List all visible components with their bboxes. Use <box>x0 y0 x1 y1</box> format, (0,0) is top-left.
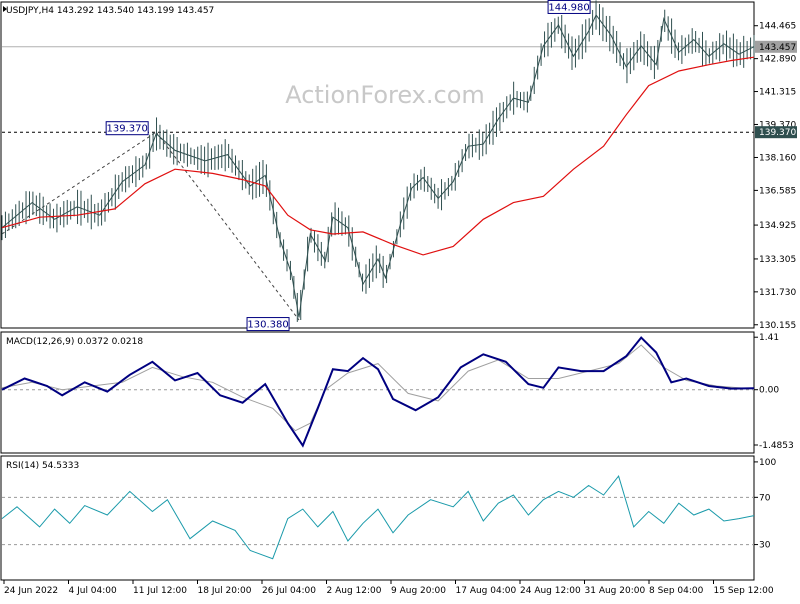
x-tick-label: 11 Jul 12:00 <box>133 586 187 596</box>
price-y-tick-label: 134.925 <box>759 221 796 231</box>
price-y-tick-label: 142.890 <box>759 55 796 65</box>
rsi-y-tick-label: 70 <box>759 493 771 503</box>
x-tick-label: 26 Jul 04:00 <box>262 586 316 596</box>
price-y-tick-label: 133.305 <box>759 255 796 265</box>
x-tick-label: 2 Aug 12:00 <box>327 586 382 596</box>
x-tick-label: 17 Aug 04:00 <box>456 586 517 596</box>
x-tick-label: 15 Sep 12:00 <box>714 586 774 596</box>
level-axis-label: 139.370 <box>759 128 796 138</box>
level-axis-label-bg <box>755 126 797 139</box>
price-y-tick-label: 144.465 <box>759 22 796 32</box>
price-panel-title: USDJPY,H4 143.292 143.540 143.199 143.45… <box>6 6 214 16</box>
symbol-arrow-icon <box>3 6 7 12</box>
rsi-panel-title: RSI(14) 54.5333 <box>6 461 79 471</box>
price-annotation-box <box>105 121 149 136</box>
price-annotation-label: 144.980 <box>548 2 589 13</box>
moving-average-line <box>1 56 755 256</box>
current-price-axis-label: 143.457 <box>759 43 796 53</box>
watermark: ActionForex.com <box>285 81 485 109</box>
rsi-y-tick-label: 30 <box>759 541 771 551</box>
price-annotation-box <box>547 0 591 14</box>
price-series-line <box>1 14 755 318</box>
price-y-tick-label: 131.730 <box>759 288 796 298</box>
price-y-tick-label: 139.370 <box>759 120 796 130</box>
x-tick-label: 24 Aug 12:00 <box>520 586 581 596</box>
x-tick-label: 8 Sep 04:00 <box>649 586 704 596</box>
x-tick-label: 9 Aug 20:00 <box>391 586 446 596</box>
x-tick-label: 24 Jun 2022 <box>4 586 58 596</box>
macd-main-line <box>1 336 755 448</box>
price-y-tick-label: 141.315 <box>759 88 796 98</box>
rsi-y-tick-label: 100 <box>759 458 776 468</box>
x-tick-label: 18 Jul 20:00 <box>198 586 252 596</box>
macd-panel-title: MACD(12,26,9) 0.0372 0.0218 <box>6 337 143 347</box>
rsi-panel-frame <box>0 455 755 581</box>
current-price-axis-label-bg <box>755 40 797 53</box>
macd-y-tick-label: 0.00 <box>759 386 779 396</box>
macd-panel-frame <box>0 331 755 454</box>
trend-guide-line <box>1 131 157 235</box>
price-y-tick-label: 138.160 <box>759 153 796 163</box>
price-annotation-label: 130.380 <box>247 320 288 331</box>
macd-signal-line <box>1 344 755 432</box>
macd-y-tick-label: -1.4853 <box>759 441 794 451</box>
price-annotation-box <box>246 317 290 332</box>
x-tick-label: 4 Jul 04:00 <box>69 586 118 596</box>
price-y-tick-label: 136.585 <box>759 186 796 196</box>
price-annotation-label: 139.370 <box>106 124 147 135</box>
price-panel-frame <box>0 1 755 329</box>
price-y-tick-label: 130.155 <box>759 321 796 331</box>
rsi-line <box>1 475 755 560</box>
x-tick-label: 31 Aug 20:00 <box>585 586 646 596</box>
macd-y-tick-label: 1.41 <box>759 333 779 343</box>
